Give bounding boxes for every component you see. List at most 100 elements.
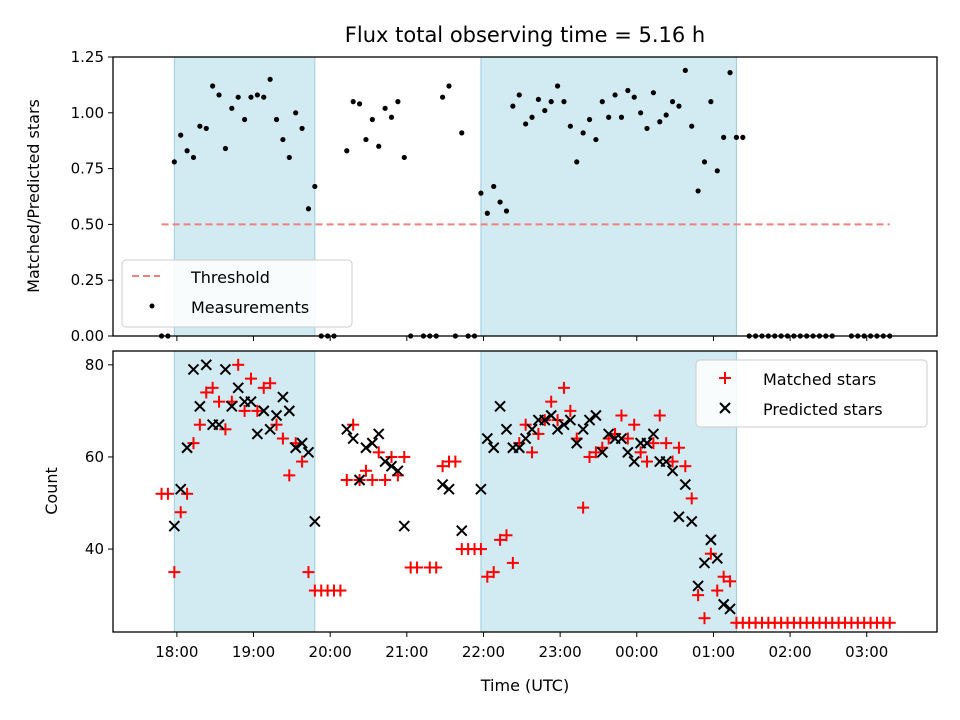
predicted-star-marker	[385, 460, 398, 472]
legend-measurements-label: Measurements	[191, 298, 309, 317]
marker-stroke	[628, 455, 640, 468]
predicted-star-marker	[487, 442, 500, 454]
measurement-point	[708, 99, 714, 105]
bottom-axes: 40 60 80 18:00 19:00 20:00 21:00 22:00 23:00 00:…	[42, 350, 938, 695]
marker-stroke	[717, 598, 730, 611]
predicted-star-marker	[711, 552, 723, 565]
y-tick-label: 1.00	[71, 104, 104, 122]
chart-title: Flux total observing time = 5.16 h	[345, 23, 705, 47]
measurement-point	[248, 94, 254, 100]
matched-star-marker	[583, 450, 596, 463]
measurement-point	[222, 145, 229, 152]
marker-stroke	[724, 603, 736, 615]
predicted-star-marker	[481, 432, 494, 445]
predicted-star-marker	[583, 414, 596, 426]
matched-star-marker	[532, 427, 545, 440]
measurement-point	[548, 99, 554, 105]
predicted-star-marker	[443, 483, 455, 495]
shaded-interval	[480, 56, 737, 337]
marker-stroke	[187, 363, 200, 376]
predicted-star-marker	[615, 432, 628, 445]
legend-threshold-label: Threshold	[190, 268, 270, 287]
measurement-point	[280, 136, 286, 143]
bottom-legend: Matched stars Predicted stars	[695, 359, 928, 428]
matched-star-marker	[704, 547, 717, 560]
measurement-point	[440, 94, 446, 100]
matched-star-marker	[698, 612, 711, 625]
marker-stroke	[264, 423, 276, 436]
matched-star-marker	[641, 455, 654, 468]
measurement-point	[606, 114, 612, 120]
x-axis-label: Time (UTC)	[480, 676, 569, 695]
marker-stroke	[379, 455, 391, 468]
matched-star-marker	[577, 501, 590, 514]
predicted-star-marker	[660, 455, 672, 468]
marker-stroke	[194, 400, 206, 412]
measurement-point	[523, 121, 529, 127]
predicted-star-marker	[277, 391, 289, 403]
marker-stroke	[660, 455, 672, 468]
predicted-star-marker	[283, 405, 296, 417]
marker-stroke	[481, 432, 494, 445]
measurement-point	[631, 94, 637, 100]
marker-stroke	[175, 483, 187, 495]
predicted-star-marker	[539, 414, 551, 426]
predicted-star-marker	[398, 520, 410, 532]
predicted-star-marker	[513, 442, 525, 454]
matched-star-marker	[359, 464, 372, 477]
measurement-point	[356, 101, 363, 107]
matched-star-marker	[187, 437, 200, 450]
measurement-point	[273, 116, 280, 123]
matched-star-marker	[724, 575, 737, 588]
marker-stroke	[366, 437, 379, 449]
measurement-point	[459, 130, 465, 136]
measurement-point	[682, 67, 688, 73]
marker-stroke	[277, 391, 289, 403]
predicted-star-marker	[475, 483, 487, 495]
measurement-point	[612, 92, 618, 98]
predicted-star-marker	[456, 524, 468, 537]
marker-stroke	[622, 446, 634, 459]
measurement-point	[714, 168, 720, 174]
predicted-star-marker	[551, 423, 564, 436]
predicted-star-marker	[519, 432, 532, 445]
measurement-point	[363, 136, 369, 143]
measurement-point	[554, 83, 561, 89]
measurement-point	[312, 183, 318, 190]
measurement-point	[197, 123, 203, 129]
matched-star-marker	[506, 556, 519, 569]
matched-star-marker	[302, 566, 315, 579]
predicted-star-marker	[436, 478, 449, 491]
matched-star-marker	[430, 561, 443, 574]
marker-stroke	[564, 414, 577, 426]
y-tick-label: 40	[85, 540, 104, 558]
marker-stroke	[526, 423, 538, 436]
measurement-point	[567, 123, 573, 129]
measurement-point	[701, 159, 708, 165]
predicted-star-marker	[366, 437, 379, 449]
matched-star-marker	[366, 473, 379, 486]
measurement-point	[669, 99, 676, 105]
x-tick-label: 20:00	[309, 643, 352, 661]
matched-star-marker	[296, 455, 309, 468]
predicted-star-marker	[577, 423, 589, 436]
matched-star-marker	[411, 561, 424, 574]
measurement-point	[261, 94, 267, 100]
measurement-point	[178, 132, 184, 138]
marker-stroke	[232, 382, 244, 394]
x-tick-label: 00:00	[615, 643, 658, 661]
predicted-star-marker	[258, 405, 270, 417]
measurement-point	[388, 114, 395, 120]
measurement-point	[727, 70, 733, 76]
marker-stroke	[251, 428, 264, 440]
matched-star-marker	[200, 386, 213, 399]
predicted-star-marker	[564, 414, 577, 426]
marker-stroke	[571, 437, 583, 449]
x-tick-label: 23:00	[539, 643, 582, 661]
x-tick-label: 02:00	[768, 643, 811, 661]
measurement-point	[350, 99, 356, 105]
measurement-point	[395, 99, 401, 105]
predicted-star-marker	[373, 428, 385, 440]
top-y-axis-label: Matched/Predicted stars	[24, 99, 43, 293]
marker-stroke	[296, 437, 308, 449]
